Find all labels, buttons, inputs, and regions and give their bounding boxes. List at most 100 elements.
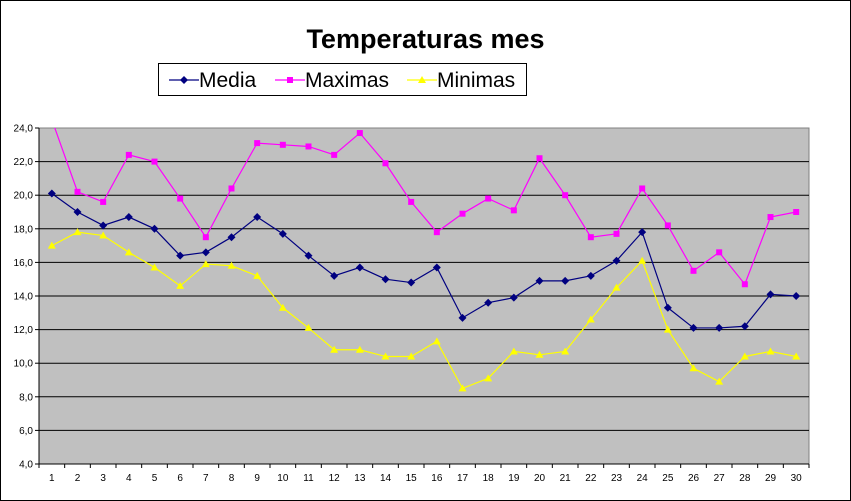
x-tick-label: 23 bbox=[611, 473, 623, 484]
data-point-media bbox=[253, 213, 262, 222]
data-point-maximas bbox=[356, 130, 363, 137]
data-point-maximas bbox=[536, 155, 543, 162]
data-point-media bbox=[792, 292, 801, 300]
data-point-maximas bbox=[254, 140, 261, 147]
data-point-media bbox=[150, 224, 159, 233]
data-point-minimas bbox=[124, 248, 133, 256]
data-point-media bbox=[227, 233, 236, 242]
data-point-media bbox=[304, 251, 313, 260]
data-point-media bbox=[740, 322, 749, 331]
legend-symbol-minimas bbox=[418, 76, 426, 83]
legend-marker-media bbox=[169, 76, 199, 84]
data-point-minimas bbox=[612, 283, 621, 291]
y-tick-label: 18,0 bbox=[14, 224, 34, 235]
x-tick-label: 24 bbox=[637, 473, 649, 484]
y-tick-label: 16,0 bbox=[14, 258, 34, 269]
x-tick-label: 22 bbox=[585, 473, 597, 484]
x-tick-label: 10 bbox=[277, 473, 289, 484]
data-point-maximas bbox=[690, 267, 697, 274]
data-point-minimas bbox=[535, 350, 544, 358]
data-point-media bbox=[535, 276, 544, 285]
x-tick-label: 12 bbox=[329, 473, 341, 484]
data-point-minimas bbox=[561, 347, 570, 355]
data-point-minimas bbox=[253, 271, 262, 279]
y-tick-label: 6,0 bbox=[19, 426, 33, 437]
legend-marker-minimas bbox=[407, 76, 437, 83]
legend-symbol-maximas bbox=[287, 77, 293, 83]
data-point-maximas bbox=[331, 151, 338, 158]
data-point-media bbox=[407, 278, 416, 287]
data-point-maximas bbox=[433, 229, 440, 236]
x-tick-label: 17 bbox=[457, 473, 469, 484]
data-point-media bbox=[124, 213, 133, 222]
data-point-minimas bbox=[432, 337, 441, 345]
series-minimas bbox=[47, 228, 801, 392]
data-point-media bbox=[663, 303, 672, 312]
series-media bbox=[47, 189, 801, 332]
data-point-media bbox=[612, 256, 621, 265]
x-tick-label: 15 bbox=[406, 473, 418, 484]
x-tick-label: 13 bbox=[354, 473, 366, 484]
data-point-media bbox=[355, 263, 364, 272]
x-tick-label: 18 bbox=[483, 473, 495, 484]
data-point-minimas bbox=[47, 241, 56, 249]
data-point-minimas bbox=[176, 281, 185, 289]
data-point-maximas bbox=[177, 195, 184, 202]
data-point-minimas bbox=[663, 325, 672, 333]
data-point-maximas bbox=[305, 143, 312, 150]
data-point-minimas bbox=[407, 352, 416, 360]
y-tick-label: 4,0 bbox=[19, 460, 33, 471]
legend-label-media: Media bbox=[199, 69, 257, 92]
series-line-maximas bbox=[54, 128, 797, 286]
y-tick-label: 14,0 bbox=[14, 292, 34, 303]
data-point-minimas bbox=[330, 345, 339, 353]
data-point-maximas bbox=[767, 214, 774, 221]
data-point-maximas bbox=[510, 207, 517, 214]
data-point-media bbox=[99, 221, 108, 230]
data-point-maximas bbox=[382, 160, 389, 167]
series-line-media bbox=[51, 193, 797, 329]
x-tick-label: 30 bbox=[791, 473, 803, 484]
data-point-media bbox=[509, 293, 518, 302]
data-point-minimas bbox=[73, 228, 82, 236]
x-tick-label: 5 bbox=[152, 473, 158, 484]
data-point-maximas bbox=[793, 209, 800, 215]
data-point-minimas bbox=[715, 377, 724, 385]
data-point-maximas bbox=[485, 195, 492, 202]
x-tick-label: 11 bbox=[303, 473, 314, 484]
data-point-maximas bbox=[741, 281, 748, 288]
data-point-minimas bbox=[586, 315, 595, 323]
data-point-media bbox=[766, 290, 775, 299]
x-tick-label: 28 bbox=[739, 473, 751, 484]
data-point-maximas bbox=[716, 249, 723, 256]
data-point-maximas bbox=[49, 117, 55, 123]
data-point-maximas bbox=[587, 234, 594, 241]
data-point-minimas bbox=[278, 303, 287, 311]
x-tick-label: 19 bbox=[508, 473, 520, 484]
x-tick-label: 14 bbox=[380, 473, 392, 484]
data-point-maximas bbox=[74, 188, 81, 195]
data-point-maximas bbox=[125, 151, 132, 158]
data-point-media bbox=[381, 275, 390, 284]
data-point-maximas bbox=[100, 198, 107, 205]
y-tick-label: 10,0 bbox=[14, 359, 34, 370]
data-point-minimas bbox=[304, 323, 313, 331]
data-point-maximas bbox=[202, 234, 209, 241]
x-tick-label: 8 bbox=[229, 473, 235, 484]
x-tick-label: 21 bbox=[560, 473, 572, 484]
data-point-maximas bbox=[459, 210, 466, 217]
data-point-media bbox=[176, 251, 185, 260]
y-tick-label: 12,0 bbox=[14, 325, 34, 336]
data-point-minimas bbox=[381, 352, 390, 360]
y-tick-label: 8,0 bbox=[19, 392, 33, 403]
data-point-media bbox=[432, 263, 441, 272]
legend: Media Maximas Minimas bbox=[158, 63, 527, 96]
data-point-minimas bbox=[740, 352, 749, 360]
x-tick-label: 2 bbox=[75, 473, 81, 484]
data-point-media bbox=[689, 323, 698, 332]
y-tick-label: 20,0 bbox=[14, 191, 34, 202]
x-tick-label: 25 bbox=[662, 473, 674, 484]
legend-symbol-media bbox=[180, 76, 188, 84]
x-tick-label: 9 bbox=[254, 473, 260, 484]
data-point-media bbox=[638, 228, 647, 237]
